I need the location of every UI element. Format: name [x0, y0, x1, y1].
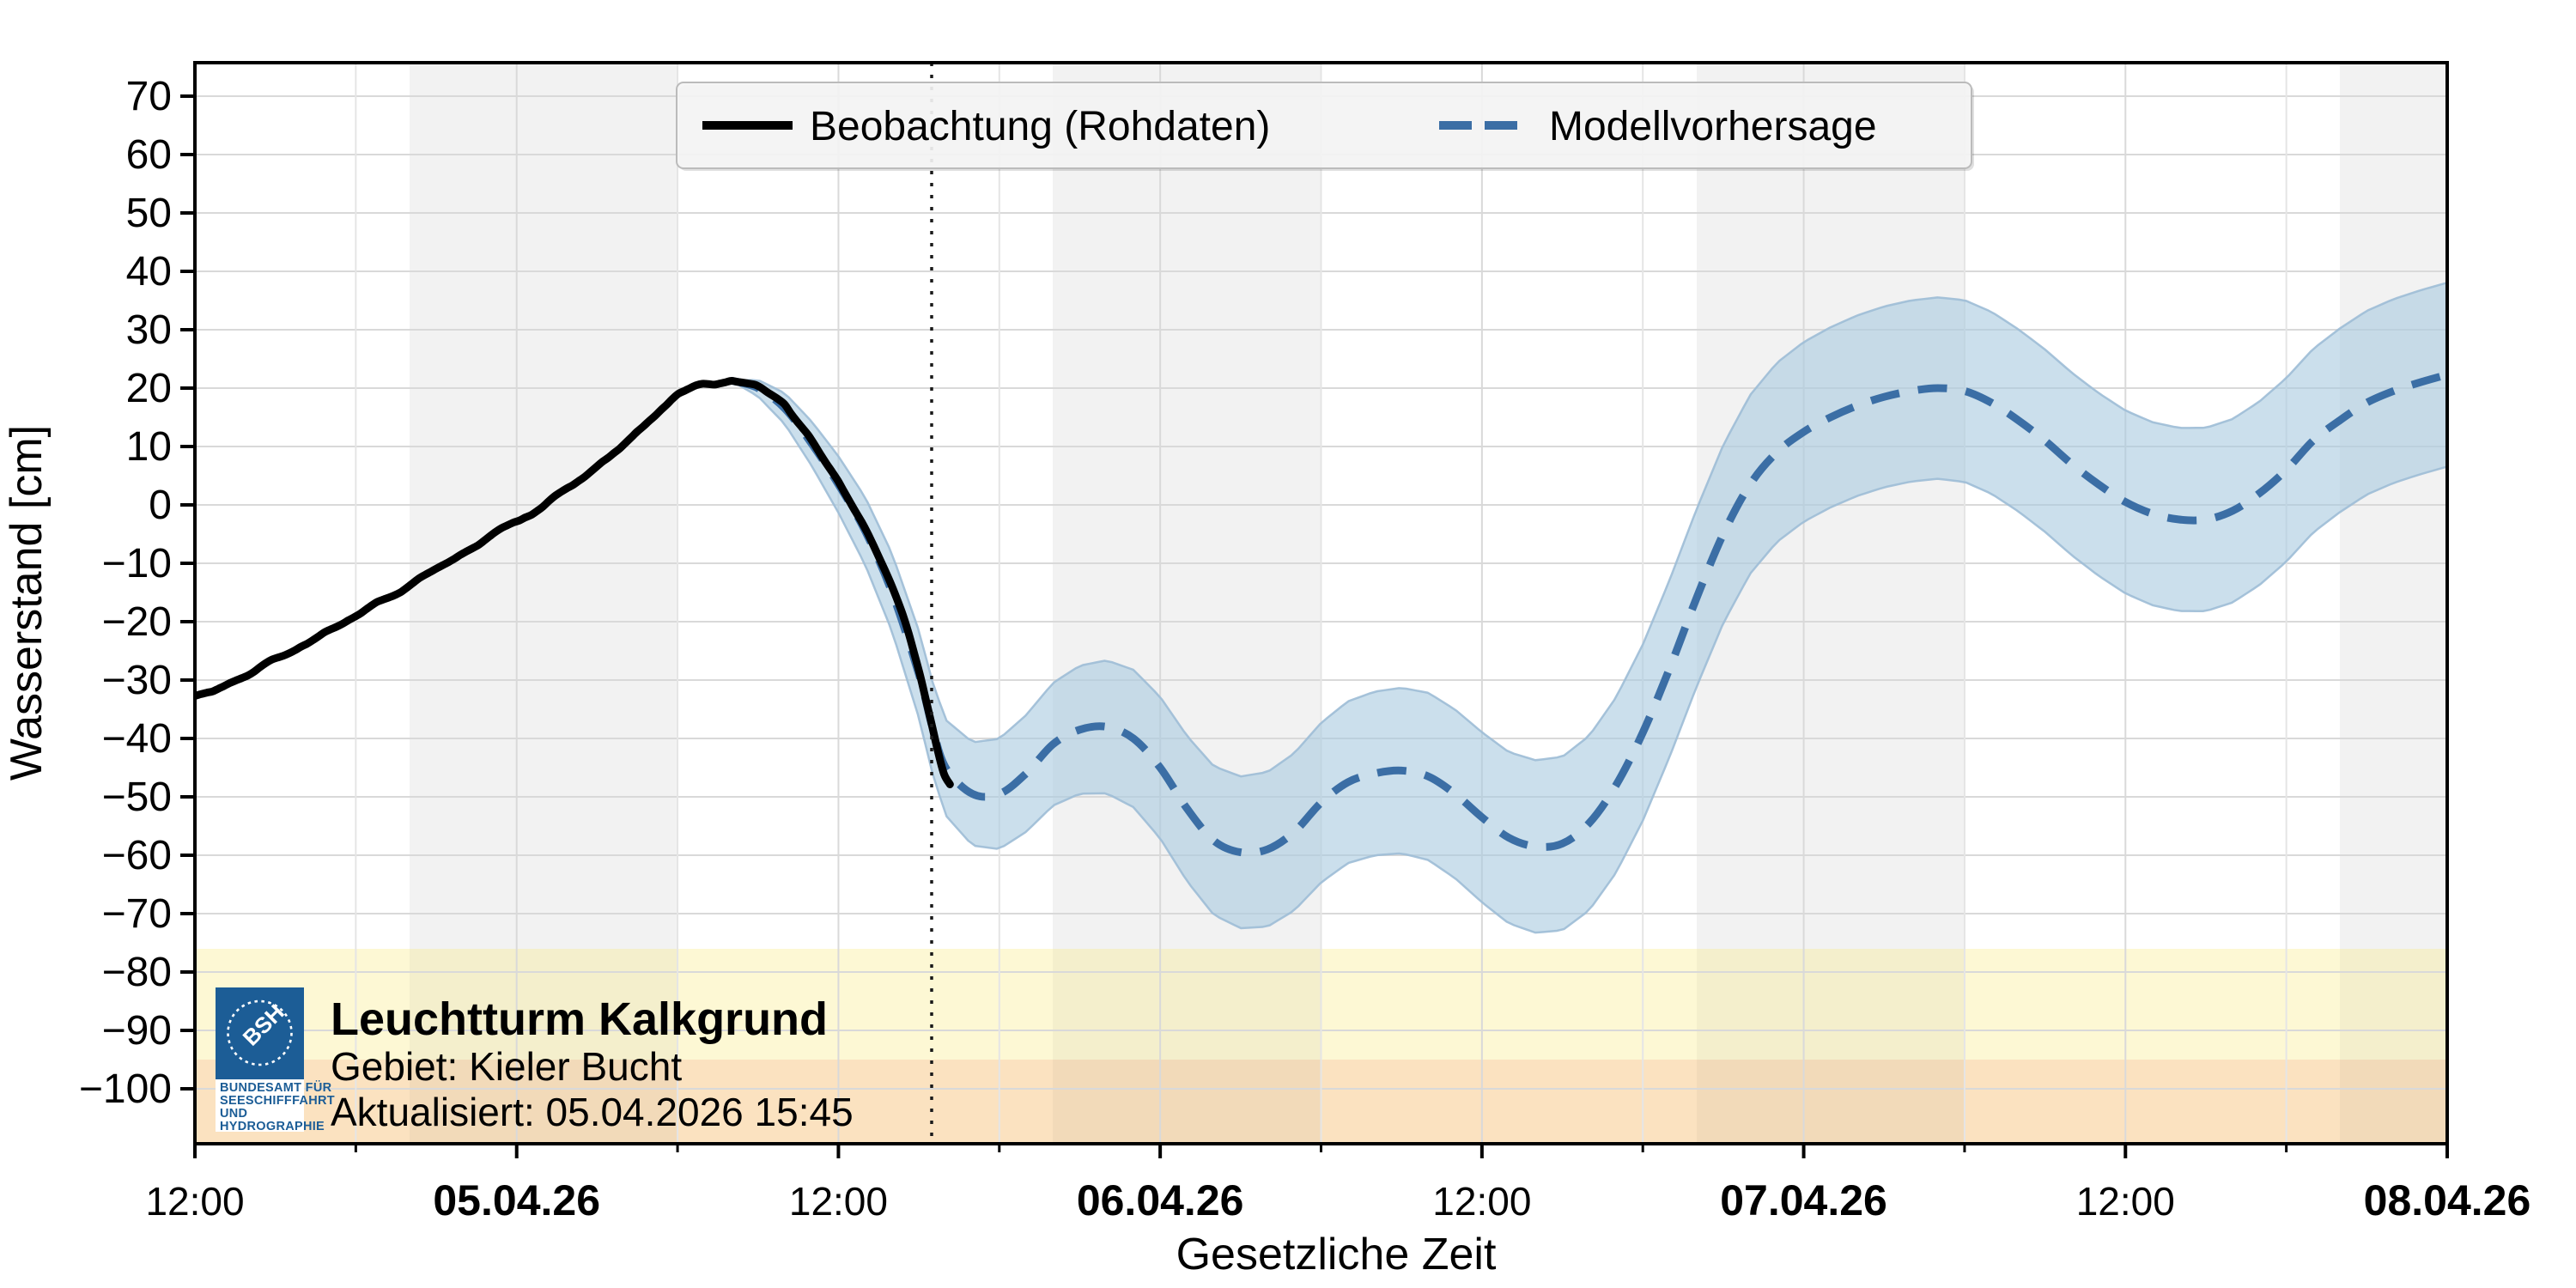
svg-text:Beobachtung (Rohdaten): Beobachtung (Rohdaten) — [810, 104, 1270, 149]
svg-text:12:00: 12:00 — [1432, 1179, 1531, 1224]
svg-text:−90: −90 — [102, 1008, 172, 1054]
svg-text:Gesetzliche Zeit: Gesetzliche Zeit — [1176, 1230, 1497, 1279]
svg-text:60: 60 — [126, 132, 172, 178]
svg-text:08.04.26: 08.04.26 — [2364, 1176, 2531, 1224]
svg-text:−30: −30 — [102, 658, 172, 703]
svg-text:20: 20 — [126, 366, 172, 411]
svg-text:SEESCHIFFFAHRT: SEESCHIFFFAHRT — [220, 1094, 335, 1108]
svg-text:Gebiet: Kieler Bucht: Gebiet: Kieler Bucht — [331, 1044, 682, 1089]
svg-text:Modellvorhersage: Modellvorhersage — [1549, 104, 1877, 149]
svg-text:−20: −20 — [102, 599, 172, 645]
svg-text:70: 70 — [126, 74, 172, 119]
svg-text:06.04.26: 06.04.26 — [1077, 1176, 1244, 1224]
svg-text:12:00: 12:00 — [2076, 1179, 2175, 1224]
svg-text:BUNDESAMT FÜR: BUNDESAMT FÜR — [220, 1080, 332, 1095]
svg-text:−40: −40 — [102, 716, 172, 762]
svg-text:−100: −100 — [79, 1066, 172, 1112]
svg-text:40: 40 — [126, 249, 172, 295]
svg-text:HYDROGRAPHIE: HYDROGRAPHIE — [220, 1120, 325, 1133]
svg-text:12:00: 12:00 — [789, 1179, 888, 1224]
svg-text:50: 50 — [126, 191, 172, 236]
svg-text:−70: −70 — [102, 891, 172, 937]
svg-text:10: 10 — [126, 424, 172, 470]
svg-text:−50: −50 — [102, 775, 172, 820]
svg-text:0: 0 — [149, 483, 172, 528]
svg-text:12:00: 12:00 — [145, 1179, 244, 1224]
svg-text:UND: UND — [220, 1107, 247, 1121]
svg-text:−60: −60 — [102, 833, 172, 878]
svg-text:Leuchtturm Kalkgrund: Leuchtturm Kalkgrund — [331, 993, 828, 1045]
svg-text:30: 30 — [126, 307, 172, 353]
svg-text:05.04.26: 05.04.26 — [433, 1176, 600, 1224]
svg-text:Wasserstand [cm]: Wasserstand [cm] — [2, 425, 52, 781]
svg-text:−80: −80 — [102, 950, 172, 995]
svg-text:Aktualisiert: 05.04.2026 15:45: Aktualisiert: 05.04.2026 15:45 — [331, 1090, 854, 1134]
svg-text:07.04.26: 07.04.26 — [1720, 1176, 1887, 1224]
svg-text:−10: −10 — [102, 541, 172, 586]
